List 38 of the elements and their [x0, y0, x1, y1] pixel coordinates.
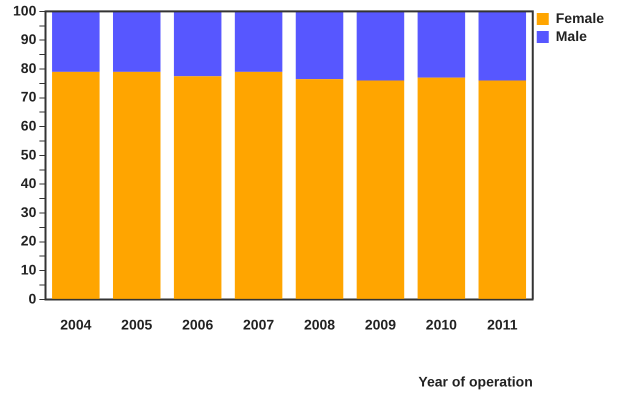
x-axis-title: Year of operation: [418, 373, 533, 390]
x-tick-label: 2007: [243, 316, 274, 333]
y-tick-label: 20: [20, 232, 37, 249]
y-tick-label: 70: [20, 88, 37, 105]
bar: [174, 11, 222, 76]
bar: [356, 80, 404, 299]
x-tick-label: 2010: [426, 316, 458, 333]
bar: [296, 79, 344, 299]
x-tick-label: 2004: [60, 316, 92, 333]
x-tick-label: 2006: [182, 316, 214, 333]
y-tick-label: 10: [20, 261, 37, 278]
bar: [478, 11, 526, 81]
y-tick-label: 50: [20, 146, 37, 162]
bar: [418, 78, 466, 299]
bar: [234, 72, 282, 299]
bar: [112, 11, 161, 72]
bar: [52, 72, 100, 299]
y-tick-label: 90: [20, 31, 37, 48]
y-tick-label: 60: [20, 117, 37, 134]
y-tick-label: 100: [13, 2, 37, 18]
legend-label: Female: [556, 10, 604, 26]
x-tick-label: 2011: [487, 316, 518, 333]
bar: [234, 11, 282, 72]
y-tick-label: 0: [28, 290, 37, 306]
y-tick-label: 80: [20, 60, 37, 76]
bar: [478, 80, 526, 299]
bar: [52, 11, 100, 72]
x-tick-label: 2008: [304, 316, 336, 333]
bar: [356, 11, 404, 81]
y-tick-label: 40: [20, 175, 37, 192]
bar: [296, 11, 344, 80]
legend-label: Male: [556, 28, 588, 44]
bar: [418, 11, 466, 78]
bar: [112, 72, 161, 299]
bar: [174, 76, 222, 299]
y-tick-label: 30: [20, 204, 37, 220]
x-tick-label: 2009: [364, 316, 396, 333]
x-tick-label: 2005: [121, 316, 153, 333]
